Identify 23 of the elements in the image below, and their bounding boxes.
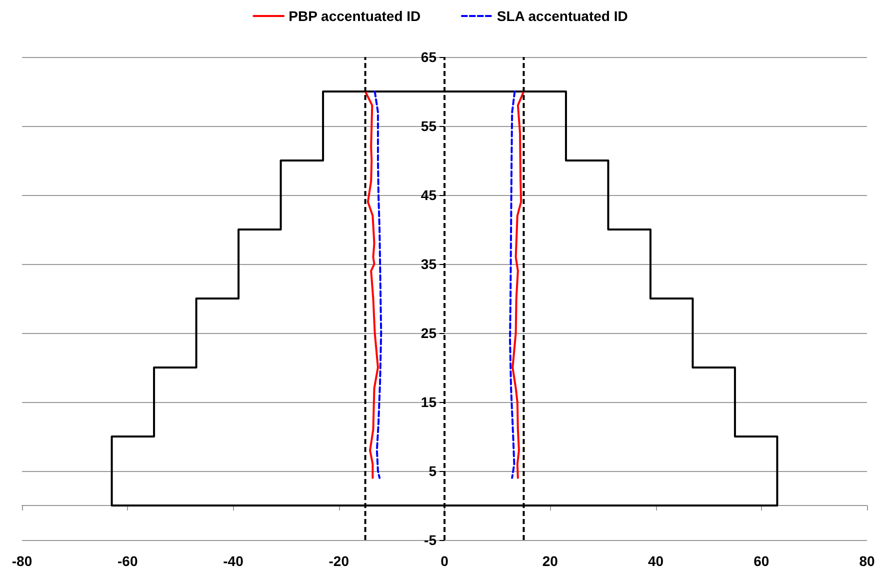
x-tick-label: 40 [648, 553, 664, 568]
line-series [364, 90, 379, 479]
legend-label: SLA accentuated ID [496, 8, 628, 24]
y-tick-label: 35 [420, 256, 437, 272]
x-tick-label: -60 [118, 553, 138, 568]
y-tick-label: 5 [428, 463, 437, 479]
y-tick-label: 45 [420, 187, 437, 203]
y-tick-label: -5 [424, 532, 437, 548]
y-tick-label: 65 [420, 49, 437, 65]
x-tick-label: 80 [859, 553, 875, 568]
x-tick-label: 20 [542, 553, 558, 568]
x-tick-label: 0 [440, 553, 449, 568]
x-tick-label: -40 [223, 553, 244, 568]
x-tick-label: 60 [754, 553, 770, 568]
line-series [508, 90, 516, 479]
line-series [374, 90, 382, 479]
x-tick-label: -80 [12, 553, 32, 568]
line-series [512, 90, 525, 479]
y-tick-label: 15 [420, 394, 437, 410]
y-tick-label: 25 [420, 325, 437, 341]
y-tick-label: 55 [420, 118, 437, 134]
legend-label: PBP accentuated ID [288, 8, 421, 24]
x-tick-label: -20 [328, 553, 350, 568]
